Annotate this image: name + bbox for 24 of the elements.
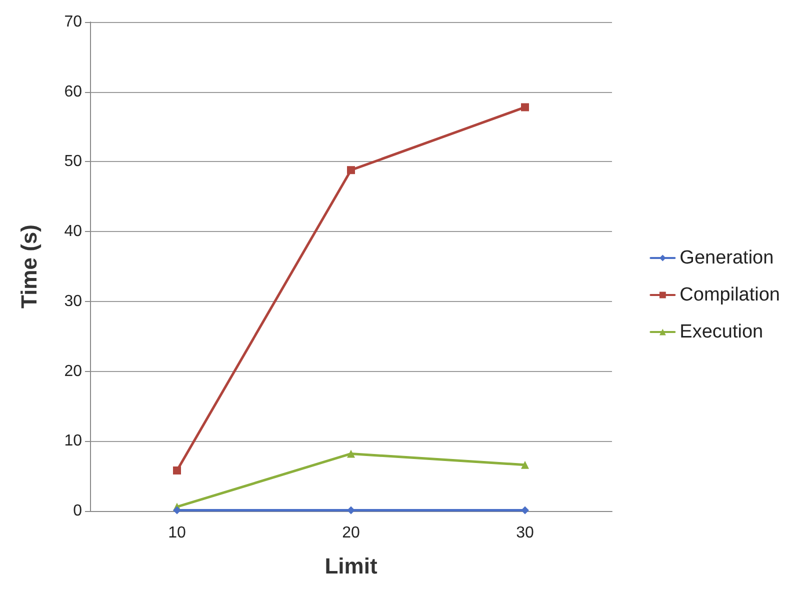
y-tick-label: 30	[64, 292, 82, 310]
point	[347, 450, 355, 458]
point	[521, 506, 529, 514]
y-tick-label: 20	[64, 362, 82, 380]
point	[347, 166, 355, 174]
point	[521, 103, 529, 112]
y-tick-label: 60	[64, 83, 82, 100]
legend-label: Execution	[680, 322, 764, 342]
point	[347, 506, 355, 514]
y-tick-label: 10	[64, 432, 82, 450]
x-tick-label: 30	[516, 524, 534, 542]
legend-label: Compilation	[680, 284, 780, 306]
y-tick-label: 0	[73, 502, 82, 520]
y-tick-label: 70	[64, 14, 82, 30]
point	[173, 466, 181, 474]
point	[521, 460, 529, 469]
y-tick-label: 40	[64, 223, 82, 240]
x-tick-label: 20	[342, 524, 360, 542]
legend-label: Generation	[680, 248, 774, 268]
y-tick-label: 50	[64, 153, 82, 170]
y-axis-title: Time (s)	[16, 224, 42, 308]
x-tick-label: 10	[168, 524, 186, 542]
x-axis-title: Limit	[324, 554, 378, 578]
point	[173, 506, 181, 514]
